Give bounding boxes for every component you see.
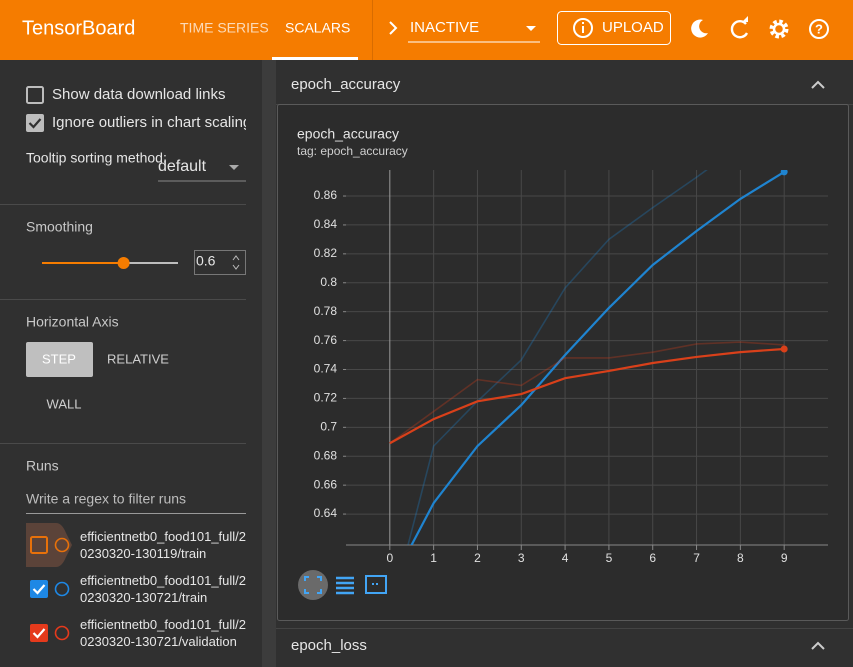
checkbox[interactable] xyxy=(26,114,44,132)
run-checkbox[interactable] xyxy=(30,536,48,554)
chart-subtitle: tag: epoch_accuracy xyxy=(297,144,408,158)
x-tick-label: 4 xyxy=(562,551,569,565)
upload-label[interactable]: UPLOAD xyxy=(602,19,664,36)
x-tick-label: 6 xyxy=(649,551,656,565)
run-checkbox-mark xyxy=(32,628,46,639)
smoothed-line xyxy=(410,170,785,545)
x-tick-label: 1 xyxy=(430,551,437,565)
x-tick-label: 3 xyxy=(518,551,525,565)
end-point xyxy=(780,170,788,176)
setting-label[interactable]: Show data download links xyxy=(52,86,225,103)
run-color xyxy=(54,537,70,553)
section-label: Horizontal Axis xyxy=(26,314,119,330)
card-header[interactable]: epoch_loss xyxy=(291,637,367,654)
smoothed-line xyxy=(389,347,785,445)
setting-label: Tooltip sorting method: xyxy=(26,150,167,166)
axis-option[interactable]: WALL xyxy=(47,396,82,411)
info-icon xyxy=(582,22,584,24)
settings-icon[interactable] xyxy=(769,19,789,39)
x-tick-label: 5 xyxy=(606,551,613,565)
app-title: TensorBoard xyxy=(22,17,135,39)
section-label: Smoothing xyxy=(26,219,93,235)
top-bar xyxy=(0,0,853,60)
run-checkbox[interactable] xyxy=(30,624,48,642)
collapse-icon[interactable] xyxy=(811,80,825,89)
y-tick-label: 0.76 xyxy=(314,333,338,347)
run-filter[interactable]: Write a regex to filter runs xyxy=(26,491,186,507)
run-name[interactable]: efficientnetb0_food101_full/20230320-130… xyxy=(80,529,247,561)
reload-icon[interactable] xyxy=(730,20,749,39)
y-tick-label: 0.84 xyxy=(314,217,338,231)
dropdown-arrow xyxy=(526,26,536,31)
section-label: Runs xyxy=(26,458,59,474)
y-tick-label: 0.86 xyxy=(314,188,338,202)
reload-icon[interactable] xyxy=(742,16,748,22)
info-icon xyxy=(582,26,584,33)
nav-tab[interactable]: TIME SERIES xyxy=(180,20,269,36)
tab-indicator xyxy=(272,57,358,60)
y-tick-label: 0.8 xyxy=(320,275,337,289)
run-hover xyxy=(26,523,72,567)
plot xyxy=(389,170,788,545)
y-tick-label: 0.74 xyxy=(314,362,338,376)
option-button xyxy=(26,342,93,377)
y-tick-label: 0.64 xyxy=(314,506,338,520)
chart-title: epoch_accuracy xyxy=(297,126,399,142)
theme-icon[interactable] xyxy=(691,19,708,38)
slider-thumb[interactable] xyxy=(117,257,130,269)
select-icon[interactable] xyxy=(365,575,387,594)
run-checkbox-mark xyxy=(32,584,46,595)
info-icon xyxy=(573,18,593,38)
y-tick-label: 0.78 xyxy=(314,304,338,318)
help-icon[interactable] xyxy=(809,19,829,39)
x-tick-label: 8 xyxy=(737,551,744,565)
setting-label[interactable]: Ignore outliers in chart scaling xyxy=(52,114,251,131)
raw-line xyxy=(407,170,708,545)
upload-button[interactable] xyxy=(557,11,671,45)
nav-tab[interactable]: SCALARS xyxy=(285,20,350,36)
smoothing-value[interactable]: 0.6 xyxy=(196,253,216,269)
x-tick-label: 9 xyxy=(781,551,788,565)
run-status[interactable]: INACTIVE xyxy=(410,19,479,36)
fit-domain-icon[interactable] xyxy=(304,576,322,594)
y-tick-label: 0.68 xyxy=(314,448,338,462)
run-name[interactable]: efficientnetb0_food101_full/20230320-130… xyxy=(80,617,247,649)
expand-icon[interactable] xyxy=(389,21,398,35)
divider xyxy=(372,0,373,60)
sort-select[interactable]: default xyxy=(158,158,207,175)
run-color xyxy=(54,625,70,641)
card-header[interactable]: epoch_accuracy xyxy=(291,76,401,93)
x-tick-label: 2 xyxy=(474,551,481,565)
raw-line xyxy=(389,341,785,444)
scroll-strip xyxy=(262,60,276,667)
dropdown-arrow xyxy=(229,165,239,170)
axis-option[interactable]: STEP xyxy=(42,351,76,366)
settings-icon[interactable] xyxy=(772,22,786,36)
y-tick-label: 0.72 xyxy=(314,391,338,405)
y-tick-label: 0.82 xyxy=(314,246,338,260)
chart-card xyxy=(277,104,849,621)
checkbox-mark xyxy=(28,118,42,129)
run-name[interactable]: efficientnetb0_food101_full/20230320-130… xyxy=(80,573,247,605)
clip-box: Ignore outliers in chart scaling xyxy=(52,114,251,131)
run-color xyxy=(54,581,70,597)
help-icon[interactable]: ? xyxy=(815,21,823,36)
collapse-icon[interactable] xyxy=(811,641,825,650)
log-scale-icon[interactable] xyxy=(336,576,354,595)
fit-domain-button[interactable] xyxy=(298,570,328,600)
x-tick-label: 0 xyxy=(386,551,393,565)
x-tick-label: 7 xyxy=(693,551,700,565)
run-checkbox[interactable] xyxy=(30,580,48,598)
y-tick-label: 0.66 xyxy=(314,477,338,491)
spinner[interactable] xyxy=(232,255,240,270)
smoothing-input[interactable] xyxy=(194,250,246,275)
y-tick-label: 0.7 xyxy=(320,419,337,433)
checkbox[interactable] xyxy=(26,86,44,104)
axis-option[interactable]: RELATIVE xyxy=(107,351,169,366)
end-point xyxy=(780,345,788,353)
